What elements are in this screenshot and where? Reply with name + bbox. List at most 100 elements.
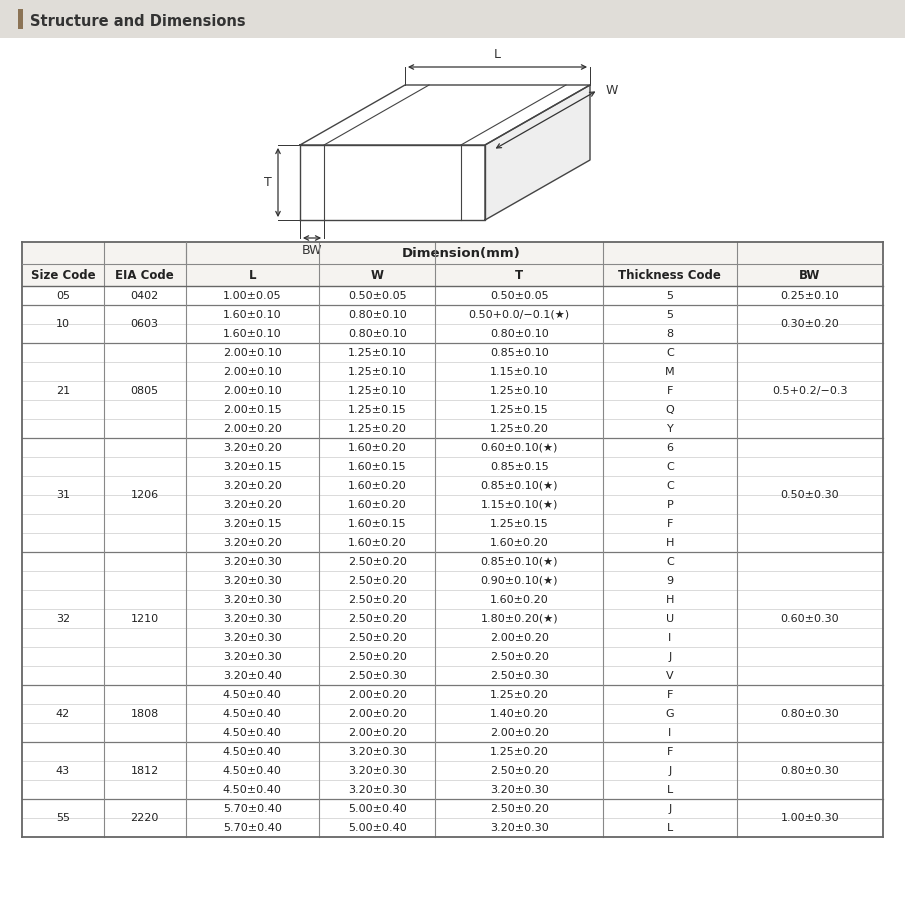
Text: 0.80±0.10: 0.80±0.10	[490, 329, 548, 338]
Text: 2.50±0.30: 2.50±0.30	[490, 671, 548, 681]
Text: 3.20±0.15: 3.20±0.15	[223, 519, 281, 529]
Text: 1.60±0.20: 1.60±0.20	[490, 595, 548, 605]
Text: Dimension(mm): Dimension(mm)	[402, 246, 520, 260]
Text: 0.50±0.05: 0.50±0.05	[348, 291, 406, 300]
Bar	[18, 9, 23, 29]
Text: L: L	[249, 269, 256, 281]
Text: 2.00±0.10: 2.00±0.10	[223, 386, 281, 395]
Text: 2.00±0.20: 2.00±0.20	[348, 690, 406, 700]
Text: 5.00±0.40: 5.00±0.40	[348, 804, 406, 814]
Text: 1.25±0.20: 1.25±0.20	[490, 690, 548, 700]
Text: 1.25±0.15: 1.25±0.15	[348, 405, 406, 414]
Text: 05: 05	[56, 291, 70, 300]
Text: 8: 8	[666, 329, 673, 338]
Text: 2.50±0.20: 2.50±0.20	[348, 576, 406, 586]
Text: 2.00±0.20: 2.00±0.20	[490, 633, 548, 643]
Text: J: J	[668, 804, 672, 814]
Text: F: F	[667, 690, 673, 700]
Text: 1.60±0.20: 1.60±0.20	[348, 538, 406, 548]
Text: 1.25±0.10: 1.25±0.10	[490, 386, 548, 395]
Text: 3.20±0.30: 3.20±0.30	[348, 766, 406, 776]
Text: 3.20±0.30: 3.20±0.30	[223, 576, 281, 586]
Text: 2.50±0.30: 2.50±0.30	[348, 671, 406, 681]
Text: 0.50±0.05: 0.50±0.05	[490, 291, 548, 300]
Text: 3.20±0.15: 3.20±0.15	[223, 462, 281, 472]
Text: 1.25±0.20: 1.25±0.20	[490, 424, 548, 433]
Text: 1.15±0.10(★): 1.15±0.10(★)	[481, 500, 557, 510]
Text: U: U	[666, 614, 674, 624]
Text: 1.40±0.20: 1.40±0.20	[490, 709, 548, 719]
Text: H: H	[666, 595, 674, 605]
Text: 0.80±0.10: 0.80±0.10	[348, 310, 406, 319]
Text: 5.70±0.40: 5.70±0.40	[223, 804, 281, 814]
Text: 4.50±0.40: 4.50±0.40	[223, 766, 281, 776]
Text: 3.20±0.30: 3.20±0.30	[348, 785, 406, 795]
Text: 42: 42	[56, 709, 70, 719]
Text: 0805: 0805	[130, 386, 158, 395]
Text: BW: BW	[301, 244, 322, 257]
Text: 1.60±0.10: 1.60±0.10	[223, 329, 281, 338]
Text: 1.60±0.20: 1.60±0.20	[348, 500, 406, 510]
Bar	[22, 242, 883, 286]
Text: F: F	[667, 519, 673, 529]
Text: 5: 5	[666, 291, 673, 300]
Text: 0.50±0.30: 0.50±0.30	[780, 490, 839, 500]
Text: C: C	[666, 462, 674, 472]
Text: W: W	[371, 269, 384, 281]
Text: J: J	[668, 652, 672, 662]
Text: M: M	[665, 367, 675, 376]
Text: 0.25±0.10: 0.25±0.10	[780, 291, 839, 300]
Text: 4.50±0.40: 4.50±0.40	[223, 709, 281, 719]
Text: 5: 5	[666, 310, 673, 319]
Text: 3.20±0.20: 3.20±0.20	[223, 481, 281, 491]
Text: 2.50±0.20: 2.50±0.20	[490, 804, 548, 814]
Text: L: L	[667, 823, 673, 833]
Text: Size Code: Size Code	[31, 269, 95, 281]
Text: H: H	[666, 538, 674, 548]
Text: Structure and Dimensions: Structure and Dimensions	[30, 14, 245, 30]
Text: 1.60±0.10: 1.60±0.10	[223, 310, 281, 319]
Text: 1812: 1812	[130, 766, 158, 776]
Polygon shape	[300, 145, 485, 220]
Text: 3.20±0.30: 3.20±0.30	[223, 633, 281, 643]
Text: 1.00±0.05: 1.00±0.05	[223, 291, 281, 300]
Text: 3.20±0.30: 3.20±0.30	[348, 747, 406, 757]
Text: 10: 10	[56, 319, 70, 329]
Text: 3.20±0.30: 3.20±0.30	[223, 557, 281, 567]
Text: C: C	[666, 481, 674, 491]
Text: Y: Y	[666, 424, 673, 433]
Text: 2.50±0.20: 2.50±0.20	[490, 766, 548, 776]
Text: 2.00±0.10: 2.00±0.10	[223, 367, 281, 376]
Text: 2.50±0.20: 2.50±0.20	[348, 595, 406, 605]
Text: 3.20±0.40: 3.20±0.40	[223, 671, 281, 681]
Text: T: T	[264, 176, 272, 189]
Text: 1.60±0.20: 1.60±0.20	[490, 538, 548, 548]
Text: L: L	[667, 785, 673, 795]
Text: 2.50±0.20: 2.50±0.20	[348, 633, 406, 643]
Text: 2.00±0.15: 2.00±0.15	[223, 405, 281, 414]
Text: 1.25±0.20: 1.25±0.20	[490, 747, 548, 757]
Text: T: T	[515, 269, 523, 281]
Text: 2.50±0.20: 2.50±0.20	[348, 557, 406, 567]
Text: 2.50±0.20: 2.50±0.20	[348, 652, 406, 662]
Text: 1.60±0.15: 1.60±0.15	[348, 519, 406, 529]
Text: Thickness Code: Thickness Code	[618, 269, 721, 281]
Text: 1.60±0.20: 1.60±0.20	[348, 443, 406, 452]
Text: BW: BW	[799, 269, 821, 281]
Text: 3.20±0.30: 3.20±0.30	[490, 785, 548, 795]
Bar	[0, 0, 905, 38]
Text: 2.00±0.10: 2.00±0.10	[223, 348, 281, 357]
Text: 0.80±0.30: 0.80±0.30	[780, 766, 839, 776]
Text: 0.85±0.10(★): 0.85±0.10(★)	[481, 481, 558, 491]
Text: 31: 31	[56, 490, 70, 500]
Text: 0.85±0.10: 0.85±0.10	[490, 348, 548, 357]
Text: 1.60±0.20: 1.60±0.20	[348, 481, 406, 491]
Text: 4.50±0.40: 4.50±0.40	[223, 785, 281, 795]
Text: P: P	[666, 500, 673, 510]
Text: V: V	[666, 671, 673, 681]
Text: 5.00±0.40: 5.00±0.40	[348, 823, 406, 833]
Text: 0.85±0.15: 0.85±0.15	[490, 462, 548, 472]
Text: 0.50+0.0/−0.1(★): 0.50+0.0/−0.1(★)	[469, 310, 570, 319]
Text: 9: 9	[666, 576, 673, 586]
Text: 0.60±0.30: 0.60±0.30	[780, 614, 839, 624]
